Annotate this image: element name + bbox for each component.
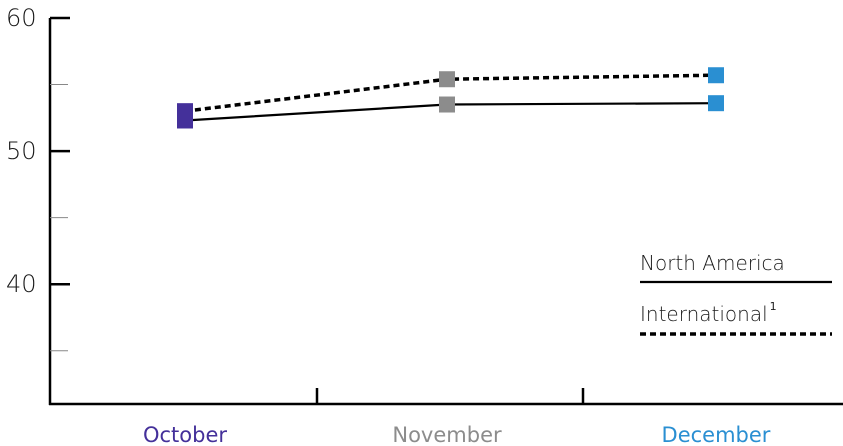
y-tick-labels: 40 50 60 <box>6 4 37 298</box>
x-category-label: November <box>392 423 502 446</box>
series-markers <box>177 67 724 129</box>
x-category-labels: October November December <box>143 423 771 446</box>
legend-superscript: 1 <box>770 300 777 313</box>
legend-label: International <box>640 302 768 326</box>
data-point-marker <box>708 67 724 84</box>
x-category-label: October <box>143 423 227 446</box>
data-point-marker <box>439 71 455 88</box>
y-tick-label: 60 <box>6 4 37 32</box>
legend-label: North America <box>640 251 785 275</box>
x-category-label: December <box>662 423 771 446</box>
y-tick-label: 50 <box>6 137 37 165</box>
y-tick-label: 40 <box>6 270 37 298</box>
tick-marks <box>50 16 585 404</box>
data-point-marker <box>439 96 455 113</box>
axes <box>48 18 843 406</box>
data-point-marker <box>708 95 724 112</box>
legend: North America International 1 <box>640 251 832 336</box>
data-point-marker <box>177 103 193 120</box>
